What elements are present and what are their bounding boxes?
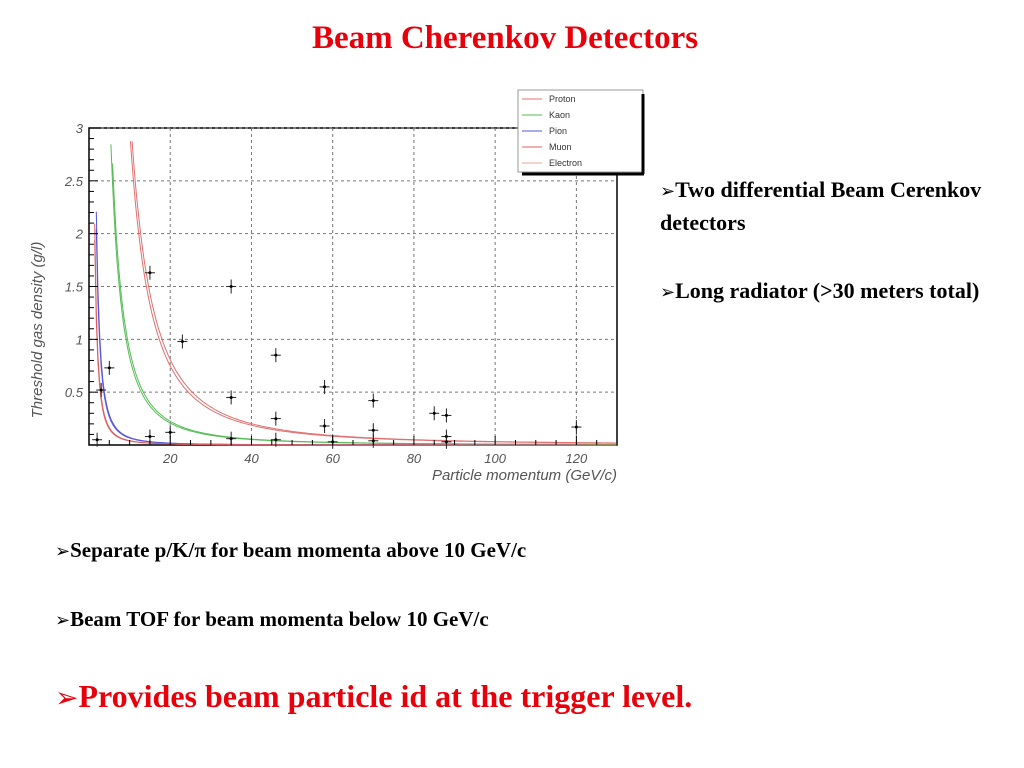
data-point-pion (96, 383, 107, 398)
axis-ticks: 20 40 60 80 100 120 0.5 1 1.5 2 2.5 3 (64, 121, 598, 466)
data-point-kaon (226, 390, 237, 405)
point-marker (95, 438, 99, 442)
point-marker (574, 425, 578, 429)
data-point-pion (270, 432, 281, 447)
data-point-proton (319, 379, 330, 394)
bullet-text: Beam TOF for beam momenta below 10 GeV/c (70, 607, 489, 631)
y-tick-label: 1 (76, 332, 83, 347)
point-marker (229, 285, 233, 288)
bullet-text: Separate p/K/π for beam momenta above 10… (70, 538, 527, 562)
bullet-text: Provides beam particle id at the trigger… (78, 678, 693, 714)
data-point-proton (226, 279, 237, 294)
bullet-arrow-icon: ➢ (55, 610, 71, 631)
point-marker (229, 437, 233, 441)
x-axis-label: Particle momentum (GeV/c) (432, 467, 617, 484)
data-point-kaon (319, 418, 330, 433)
grid (89, 127, 617, 445)
point-marker (274, 438, 278, 442)
bullet-arrow-icon: ➢ (55, 541, 71, 562)
bullet-beam-tof: ➢Beam TOF for beam momenta below 10 GeV/… (55, 607, 489, 632)
data-point-proton (441, 408, 452, 423)
point-marker (371, 399, 375, 403)
y-tick-label: 2.5 (64, 174, 84, 189)
x-tick-label: 20 (162, 451, 178, 466)
data-point-proton (270, 348, 281, 363)
curve-muon (94, 223, 617, 446)
point-marker (274, 417, 278, 421)
x-tick-label: 40 (244, 451, 259, 466)
bullet-arrow-icon: ➢ (660, 282, 676, 303)
point-marker (180, 339, 184, 343)
threshold-density-chart: 20 40 60 80 100 120 0.5 1 1.5 2 2.5 3 Particle mome… (29, 89, 645, 484)
point-marker (432, 411, 436, 415)
data-point-proton (571, 420, 582, 435)
point-marker (323, 385, 327, 389)
data-point-pion (104, 360, 115, 375)
x-tick-label: 80 (407, 451, 422, 466)
data-point-kaon (177, 334, 188, 349)
point-marker (148, 271, 152, 275)
point-marker (148, 435, 152, 439)
point-marker (274, 353, 278, 357)
point-marker (444, 413, 448, 417)
point-marker (107, 366, 111, 370)
legend-label: Electron (549, 158, 582, 168)
legend: Proton Kaon Pion Muon Electron (517, 89, 645, 176)
bullet-trigger-level: ➢Provides beam particle id at the trigge… (55, 678, 692, 715)
y-tick-label: 2 (75, 227, 84, 242)
point-marker (168, 430, 172, 434)
data-point-kaon (144, 265, 155, 280)
data-point-proton (429, 406, 440, 421)
legend-label: Proton (549, 94, 576, 104)
x-tick-label: 120 (566, 451, 588, 466)
legend-label: Pion (549, 126, 567, 136)
bullet-arrow-icon: ➢ (55, 681, 79, 714)
point-marker (444, 440, 448, 444)
bullet-text: Long radiator (>30 meters total) (675, 278, 980, 303)
data-point-muon (92, 432, 103, 447)
y-tick-label: 1.5 (65, 280, 84, 295)
legend-label: Kaon (549, 110, 570, 120)
bullet-long-radiator: ➢Long radiator (>30 meters total) (660, 275, 1020, 308)
data-point-kaon (270, 411, 281, 426)
point-marker (229, 395, 233, 399)
data-point-muon (441, 434, 452, 449)
bullet-two-detectors: ➢Two differential Beam Cerenkov detector… (660, 174, 1020, 238)
y-tick-label: 0.5 (65, 385, 84, 400)
point-marker (99, 388, 103, 392)
y-axis-label: Threshold gas density (g/l) (29, 242, 46, 419)
bullet-text: Two differential Beam Cerenkov detectors (660, 177, 982, 235)
legend-label: Muon (549, 142, 572, 152)
curve-kaon (112, 163, 617, 445)
x-tick-label: 100 (484, 451, 506, 466)
x-tick-label: 60 (325, 451, 340, 466)
point-marker (323, 424, 327, 428)
point-marker (371, 428, 375, 432)
data-point-proton (368, 393, 379, 408)
bullet-separate-pkpi: ➢Separate p/K/π for beam momenta above 1… (55, 538, 526, 563)
y-tick-label: 3 (76, 121, 84, 136)
bullet-arrow-icon: ➢ (660, 181, 676, 202)
slide-title: Beam Cherenkov Detectors (311, 20, 699, 56)
